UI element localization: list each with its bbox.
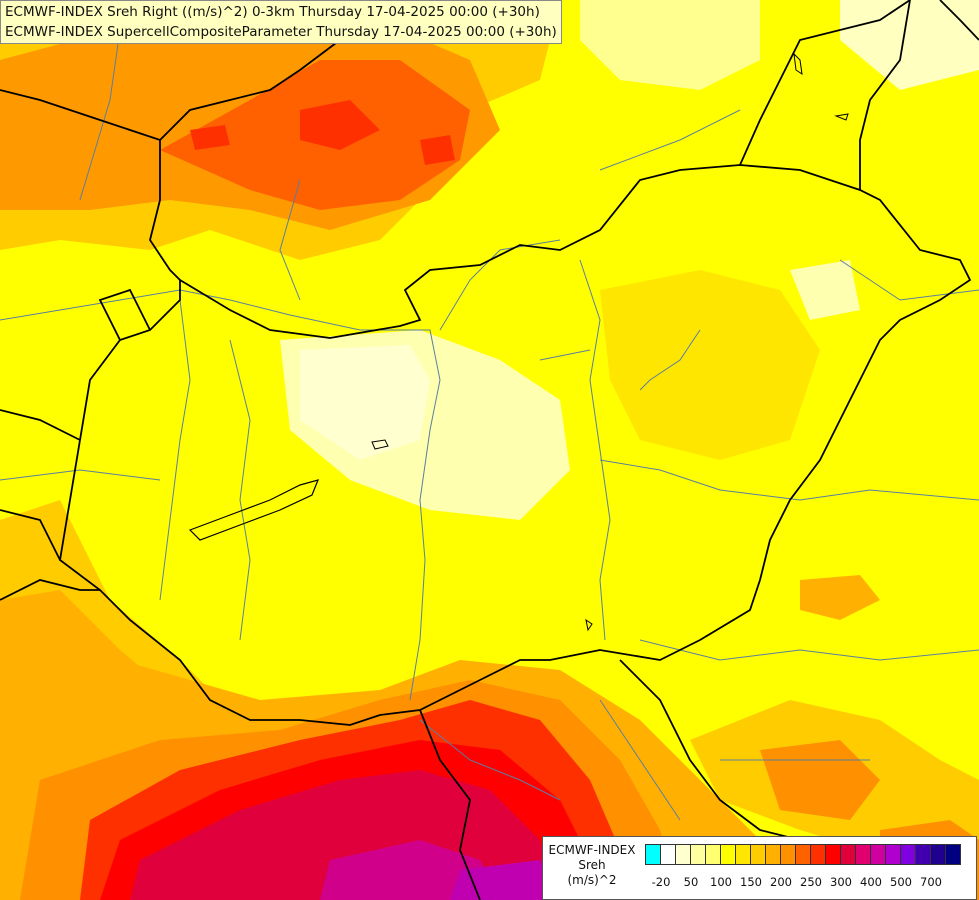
legend-swatch	[915, 844, 930, 865]
map-title-box: ECMWF-INDEX Sreh Right ((m/s)^2) 0-3km T…	[0, 0, 562, 44]
legend-ticks: -20 50 100 150 200 250 300 400 500 700	[645, 875, 975, 891]
rivers	[0, 29, 979, 821]
legend-swatch	[930, 844, 945, 865]
legend-tick-label: 150	[740, 875, 762, 889]
legend-swatch	[825, 844, 840, 865]
legend-tick-label: 400	[860, 875, 882, 889]
legend-tick-label: 50	[683, 875, 699, 889]
border-hungary	[59, 164, 972, 726]
legend-label-line-1: ECMWF-INDEX	[548, 843, 636, 857]
legend-swatch	[705, 844, 720, 865]
legend-tick-label: 200	[770, 875, 792, 889]
title-line-2: ECMWF-INDEX SupercellCompositeParameter …	[5, 24, 557, 40]
legend-swatch	[675, 844, 690, 865]
legend-tick-label: 300	[830, 875, 852, 889]
legend-tick-label: 100	[710, 875, 732, 889]
legend-swatch	[840, 844, 855, 865]
legend-swatch	[870, 844, 885, 865]
legend-swatch	[795, 844, 810, 865]
legend-tick-label: -20	[651, 875, 671, 889]
legend-swatch	[720, 844, 735, 865]
legend-swatch	[690, 844, 705, 865]
lake-balaton	[188, 479, 320, 541]
legend-tick-label: 700	[920, 875, 942, 889]
legend-swatches	[645, 844, 961, 865]
title-line-1: ECMWF-INDEX Sreh Right ((m/s)^2) 0-3km T…	[5, 4, 540, 20]
legend-swatch	[780, 844, 795, 865]
legend-label-line-3: (m/s)^2	[567, 873, 617, 887]
legend-label: ECMWF-INDEX Sreh (m/s)^2	[547, 843, 637, 888]
legend-swatch	[885, 844, 900, 865]
legend-tick-label: 500	[890, 875, 912, 889]
legend-swatch	[855, 844, 870, 865]
legend-swatch	[945, 844, 961, 865]
legend-swatch	[810, 844, 825, 865]
legend-swatch	[900, 844, 915, 865]
legend-swatch	[735, 844, 750, 865]
legend-swatch	[645, 844, 660, 865]
legend-tick-label: 250	[800, 875, 822, 889]
legend-swatch	[765, 844, 780, 865]
legend-swatch	[750, 844, 765, 865]
legend-swatch	[660, 844, 675, 865]
color-legend: ECMWF-INDEX Sreh (m/s)^2 -20 50 100 150 200 2…	[542, 836, 977, 900]
legend-label-line-2: Sreh	[578, 858, 606, 872]
